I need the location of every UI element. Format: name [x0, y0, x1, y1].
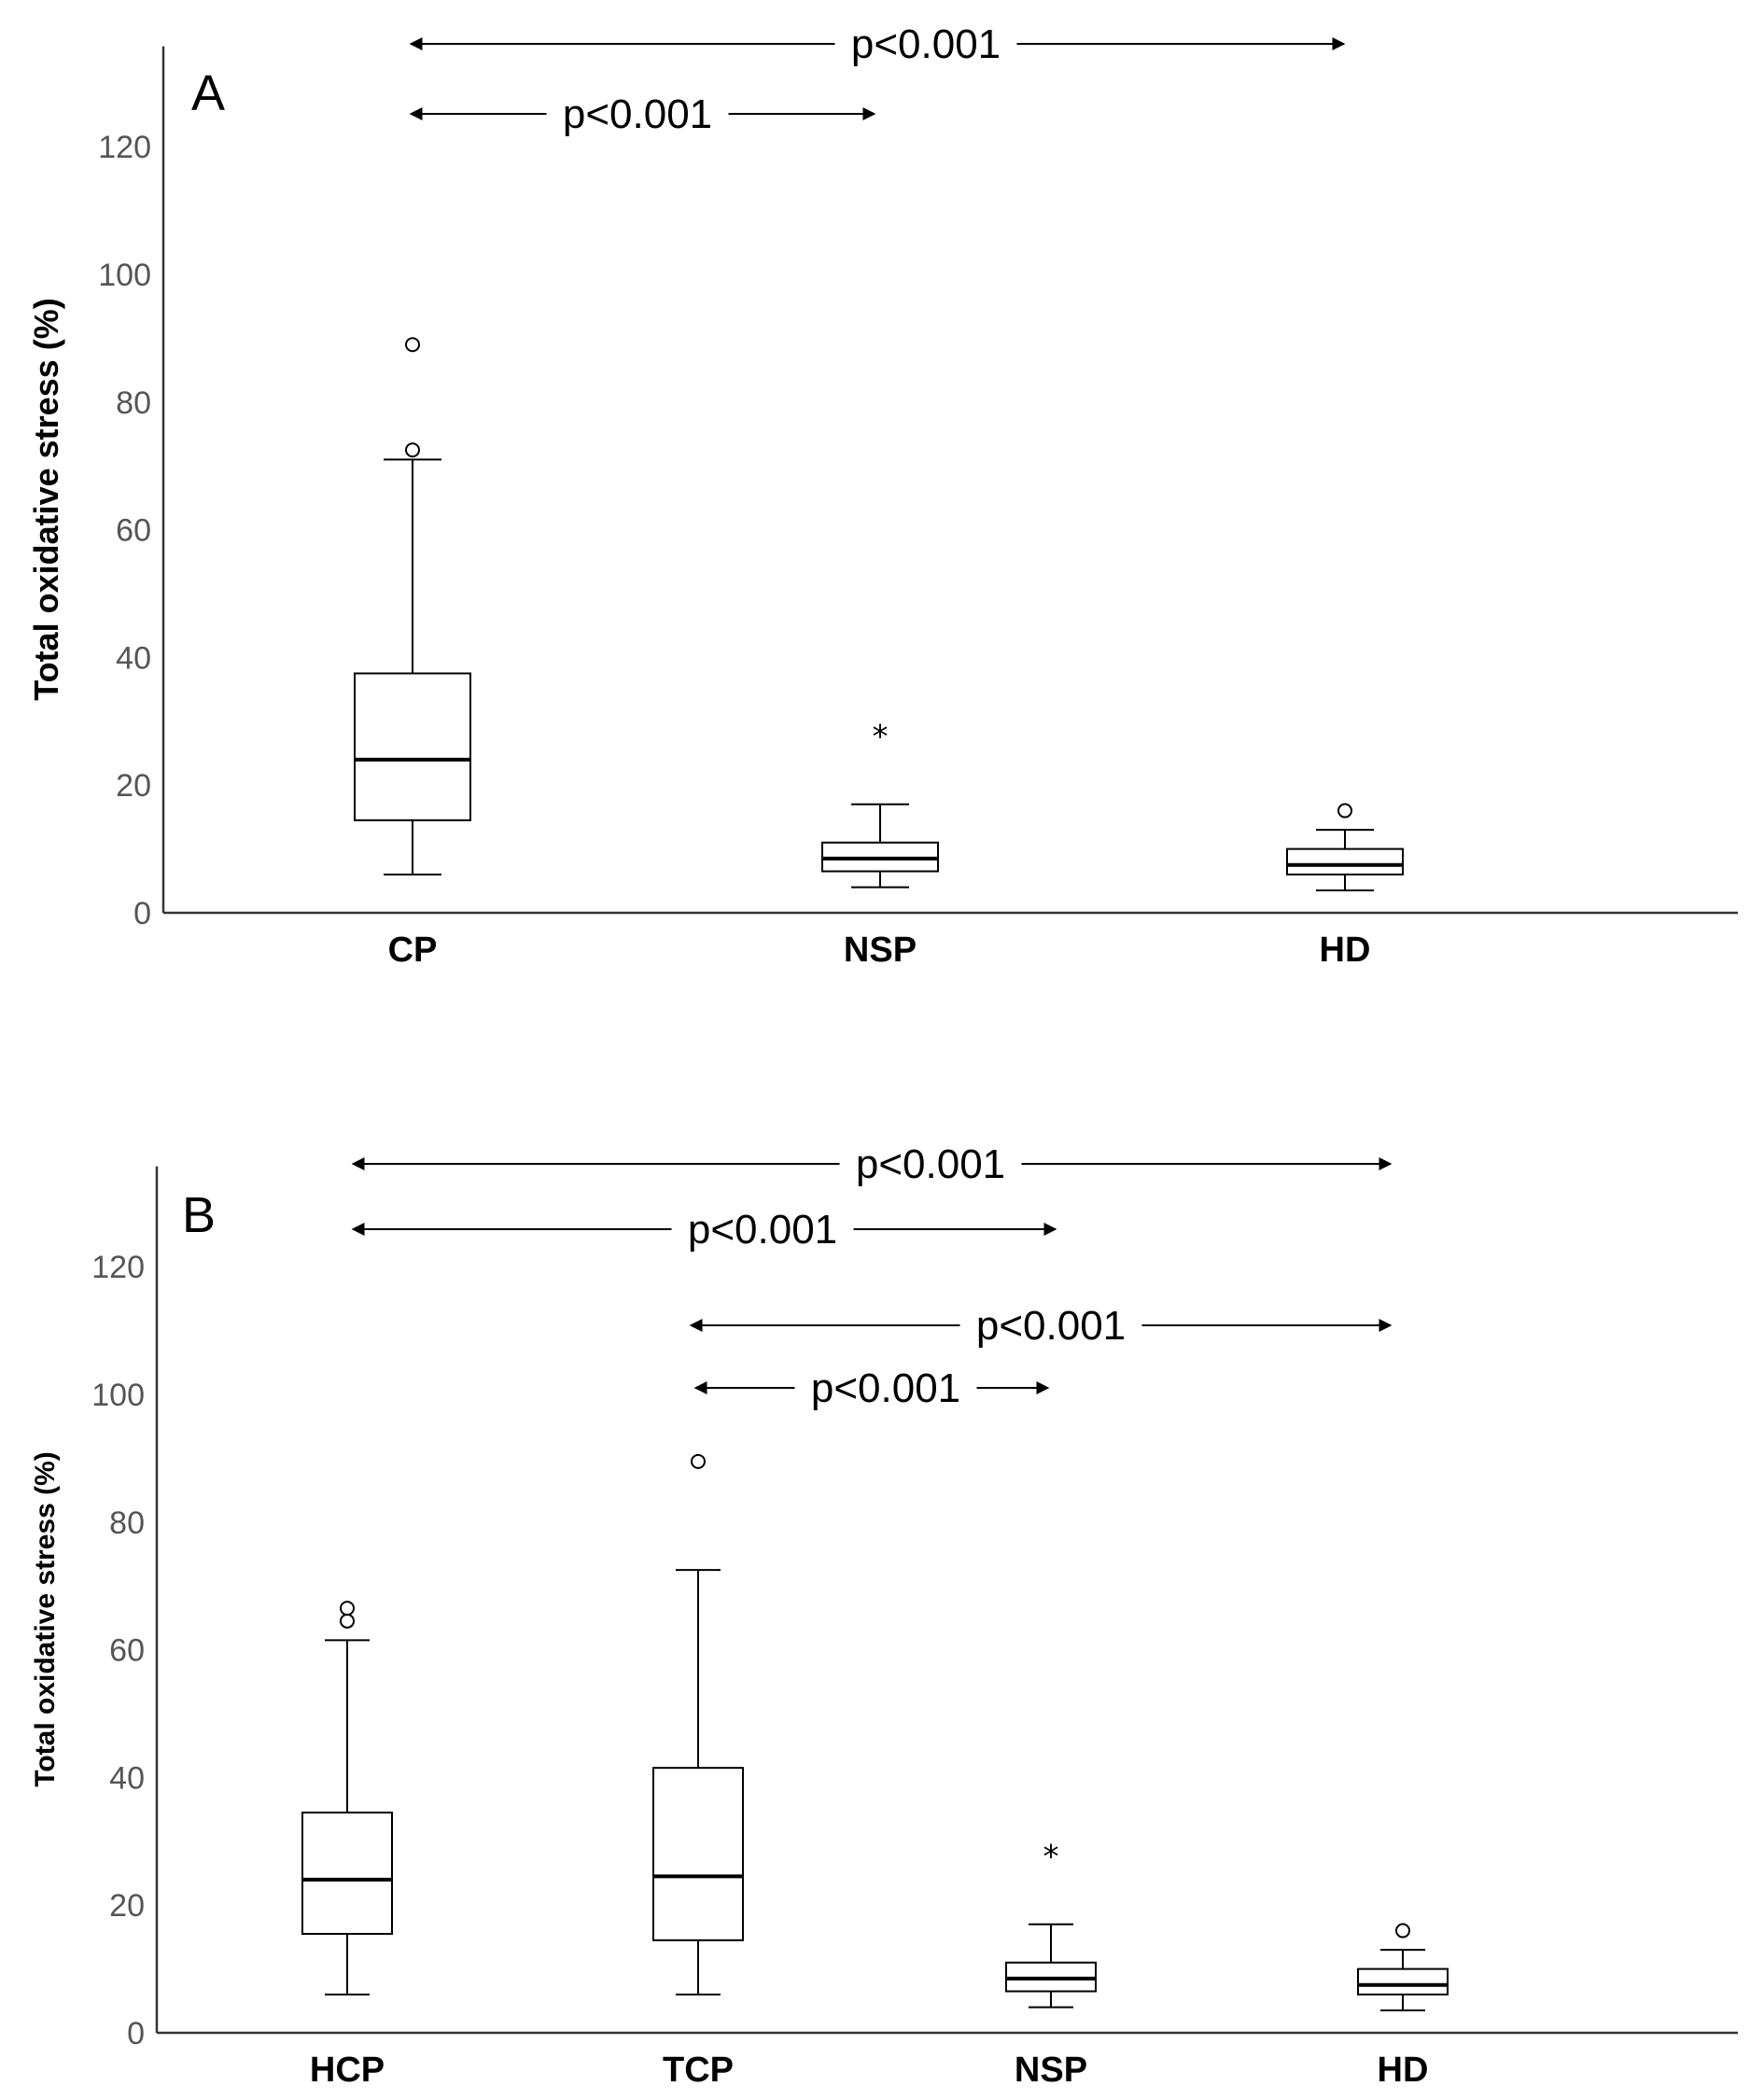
outlier-point [1395, 1923, 1410, 1939]
x-tick-label: NSP [844, 931, 917, 970]
x-tick-label: HD [1378, 2051, 1429, 2090]
y-tick-label: 0 [127, 2016, 145, 2051]
x-tick-label: NSP [1015, 2051, 1087, 2090]
comparison-hcp-hd: p<0.001 [351, 1141, 1393, 1187]
box-hd [1357, 1923, 1449, 2012]
y-tick-label: 0 [133, 896, 151, 931]
box-hcp [301, 1601, 393, 1995]
outlier-point [1337, 803, 1352, 819]
outlier-extreme: * [873, 718, 889, 755]
box-iqr [652, 1767, 744, 1941]
x-tick-label: HD [1320, 931, 1371, 970]
y-axis-label: Total oxidative stress (%) [27, 298, 65, 700]
outlier-point [340, 1613, 355, 1629]
box-iqr [354, 672, 471, 821]
x-tick-label: TCP [663, 2051, 734, 2090]
outlier-point [691, 1453, 706, 1469]
y-tick-label: 100 [98, 258, 151, 293]
panel-letter: A [191, 65, 225, 121]
box-iqr [1357, 1967, 1449, 1995]
box-hd [1286, 803, 1404, 892]
outlier-point [405, 442, 420, 458]
comparison-hcp-nsp: p<0.001 [351, 1207, 1057, 1253]
comparison-label: p<0.001 [851, 21, 1001, 67]
comparison-cp-hd: p<0.001 [409, 21, 1346, 67]
box-nsp: * [1005, 1838, 1097, 2009]
y-axis-label: Total oxidative stress (%) [30, 1451, 61, 1787]
y-tick-label: 20 [109, 1888, 145, 1924]
panel-A: 0 20 40 60 80 100 120 Total oxidative stress (%… [27, 21, 1738, 970]
panel-B: 0 20 40 60 80 100 120 Total oxidative stress (%… [30, 1141, 1738, 2090]
comparison-label: p<0.001 [563, 91, 712, 137]
comparison-cp-nsp: p<0.001 [409, 91, 876, 137]
y-tick-label: 40 [116, 640, 151, 676]
box-tcp [652, 1453, 744, 1995]
y-tick-label: 80 [116, 385, 151, 421]
outlier-point [405, 337, 420, 353]
comparison-tcp-hd: p<0.001 [689, 1303, 1393, 1349]
x-tick-label: HCP [310, 2051, 385, 2090]
box-iqr [301, 1812, 393, 1935]
comparison-label: p<0.001 [976, 1303, 1126, 1349]
box-cp [354, 337, 471, 875]
box-nsp: * [821, 718, 939, 889]
panel-letter: B [182, 1187, 216, 1243]
box-iqr [1286, 847, 1404, 875]
y-tick-label: 80 [109, 1505, 145, 1541]
outlier-extreme: * [1043, 1838, 1059, 1875]
comparison-tcp-nsp: p<0.001 [693, 1365, 1050, 1411]
outlier-point [340, 1601, 355, 1617]
y-tick-label: 40 [109, 1760, 145, 1796]
comparison-label: p<0.001 [688, 1207, 837, 1253]
y-tick-label: 120 [91, 1250, 145, 1285]
y-tick-label: 120 [98, 130, 151, 165]
x-tick-label: CP [388, 931, 438, 970]
y-tick-label: 60 [116, 513, 151, 549]
y-tick-label: 100 [91, 1378, 145, 1413]
y-tick-label: 20 [116, 768, 151, 804]
comparison-label: p<0.001 [811, 1365, 960, 1411]
y-tick-label: 60 [109, 1633, 145, 1669]
comparison-label: p<0.001 [856, 1141, 1005, 1187]
